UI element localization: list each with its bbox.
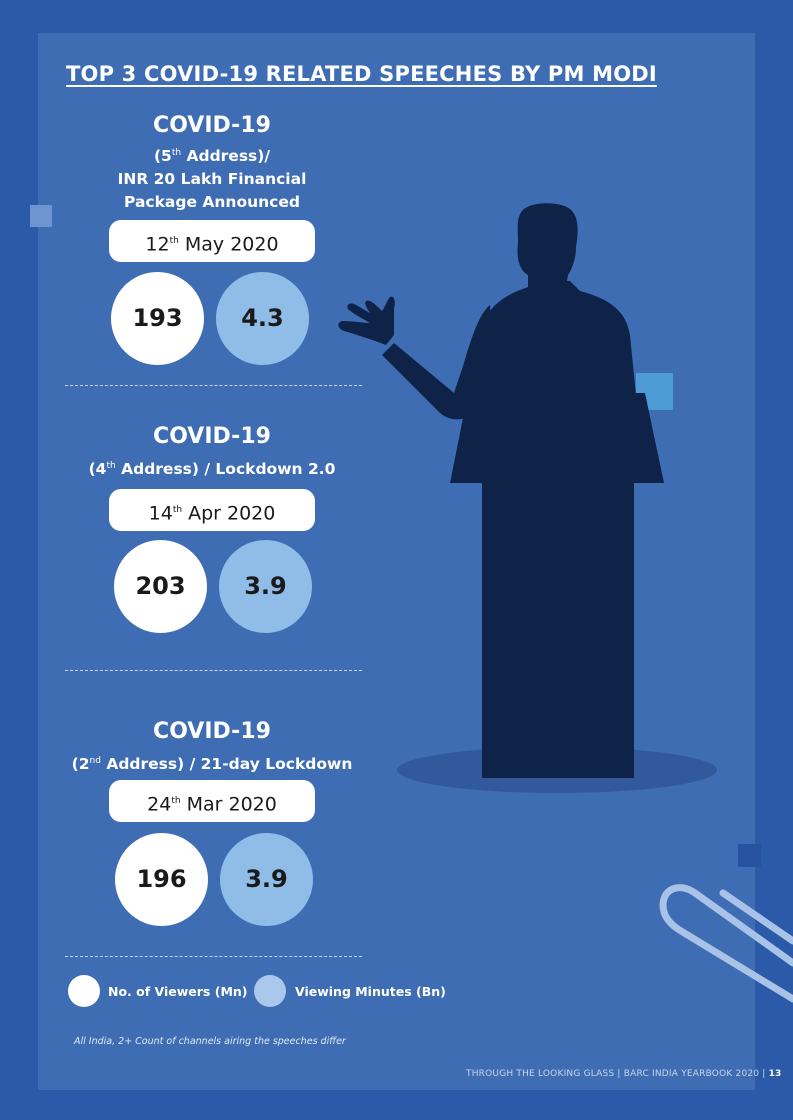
speech-3-date-suffix: th xyxy=(171,796,181,806)
legend-viewers-swatch xyxy=(68,975,100,1007)
page-footer: THROUGH THE LOOKING GLASS | BARC INDIA Y… xyxy=(466,1069,782,1079)
speech-1-subtitle-line-3: Package Announced xyxy=(124,193,300,212)
speech-2-date-suffix: th xyxy=(172,505,183,515)
speech-2-heading: COVID-19 xyxy=(153,424,271,449)
speech-2-subtitle: (4th Address) / Lockdown 2.0 xyxy=(62,455,362,481)
speech-1-minutes-circle: 4.3 xyxy=(216,272,309,365)
decorative-square xyxy=(738,844,761,867)
section-divider xyxy=(65,956,362,957)
legend-minutes-label: Viewing Minutes (Bn) xyxy=(295,984,446,999)
footnote: All India, 2+ Count of channels airing t… xyxy=(74,1036,346,1047)
speech-2-minutes-circle: 3.9 xyxy=(219,540,312,633)
speech-3-date-day: 24 xyxy=(147,793,172,816)
speech-3-date-badge: 24th Mar 2020 xyxy=(109,780,315,822)
section-divider xyxy=(65,670,362,671)
speaker-silhouette-icon xyxy=(338,203,717,793)
speech-1-date-badge: 12th May 2020 xyxy=(109,220,315,262)
speech-1-date-rest: May 2020 xyxy=(178,233,279,256)
page-title: TOP 3 COVID-19 RELATED SPEECHES BY PM MO… xyxy=(66,62,657,86)
speech-1-viewers-circle: 193 xyxy=(111,272,204,365)
decorative-square xyxy=(30,205,52,227)
speech-3-subtitle-line-1: (2nd Address) / 21-day Lockdown xyxy=(71,755,353,774)
speech-1-subtitle-line-2: INR 20 Lakh Financial xyxy=(117,170,307,189)
speech-2-subtitle-line-1: (4th Address) / Lockdown 2.0 xyxy=(88,460,336,479)
speech-3-subtitle: (2nd Address) / 21-day Lockdown xyxy=(62,750,362,776)
speech-3-minutes-circle: 3.9 xyxy=(220,833,313,926)
section-divider xyxy=(65,385,362,386)
speech-1-subtitle-line-1: (5th Address)/ xyxy=(153,147,271,166)
speech-2-viewers-circle: 203 xyxy=(114,540,207,633)
ordinal-suffix: th xyxy=(171,148,182,158)
speech-2-date-day: 14 xyxy=(148,502,173,525)
speech-1-date-day: 12 xyxy=(145,233,170,256)
speech-3-heading: COVID-19 xyxy=(153,719,271,744)
speech-1-date-suffix: th xyxy=(169,236,179,246)
speech-2-date-rest: Apr 2020 xyxy=(182,502,276,525)
speech-1-heading: COVID-19 xyxy=(153,113,271,138)
page-number: 13 xyxy=(768,1069,782,1079)
speech-3-viewers-circle: 196 xyxy=(115,833,208,926)
legend-minutes-swatch xyxy=(254,975,286,1007)
ordinal-suffix: nd xyxy=(89,756,101,766)
speech-2-date-badge: 14th Apr 2020 xyxy=(109,489,315,531)
legend-viewers-label: No. of Viewers (Mn) xyxy=(108,984,248,999)
paperclip-icon xyxy=(659,884,793,1003)
footer-text: THROUGH THE LOOKING GLASS | BARC INDIA Y… xyxy=(466,1069,769,1079)
ordinal-suffix: th xyxy=(106,461,116,471)
speech-3-date-rest: Mar 2020 xyxy=(180,793,277,816)
speech-1-subtitle: (5th Address)/ INR 20 Lakh Financial Pac… xyxy=(62,142,362,214)
